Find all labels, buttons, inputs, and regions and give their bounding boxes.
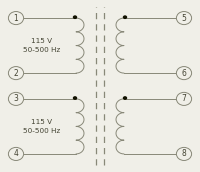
Text: 2: 2 [14,69,18,78]
Circle shape [8,67,24,80]
Circle shape [73,96,77,100]
Circle shape [123,15,127,19]
Text: 1: 1 [14,14,18,23]
Circle shape [8,147,24,160]
Text: 7: 7 [182,94,186,103]
Circle shape [123,96,127,100]
Text: 8: 8 [182,149,186,158]
Circle shape [176,147,192,160]
Circle shape [176,67,192,80]
Circle shape [73,15,77,19]
Text: 3: 3 [14,94,18,103]
Circle shape [176,12,192,25]
Text: 115 V
50-500 Hz: 115 V 50-500 Hz [23,119,61,134]
Text: 6: 6 [182,69,186,78]
Text: 115 V
50-500 Hz: 115 V 50-500 Hz [23,38,61,53]
Circle shape [8,12,24,25]
Circle shape [176,92,192,105]
Circle shape [8,92,24,105]
Text: 5: 5 [182,14,186,23]
Text: 4: 4 [14,149,18,158]
